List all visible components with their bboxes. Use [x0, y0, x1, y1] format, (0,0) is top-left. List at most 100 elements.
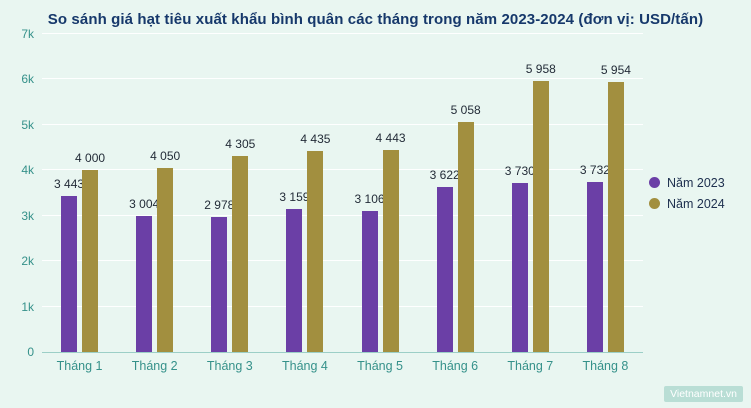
x-axis-label: Tháng 7 [507, 359, 554, 373]
gridline [42, 169, 643, 171]
y-tick-label: 3k [21, 208, 34, 223]
bar-2023 [511, 182, 528, 352]
gridline [42, 305, 643, 307]
bar-group: 3 106 4 443 [343, 34, 418, 352]
bar-2023 [286, 208, 303, 352]
bar-value-label: 3 443 [54, 176, 85, 191]
bar-pair: 3 730 5 958 [505, 34, 556, 352]
bar-2023 [211, 216, 228, 352]
plot-area: 3 443 4 000 3 004 4 050 2 978 4 305 3 159 4 435… [42, 33, 643, 353]
bar-column: 4 000 [75, 34, 105, 352]
y-tick-label: 7k [21, 27, 34, 41]
bar-value-label: 3 732 [579, 163, 610, 178]
bar-column: 3 730 [505, 34, 535, 352]
bar-column: 4 305 [225, 34, 255, 352]
chart-area: 0 1k 2k 3k 4k 5k 6k 7k 3 443 4 000 3 004 4 050 2 97… [0, 27, 751, 379]
bar-2023 [586, 182, 603, 352]
bar-column: 3 443 [54, 34, 84, 352]
bar-column: 5 058 [451, 34, 481, 352]
chart-title: So sánh giá hạt tiêu xuất khẩu bình quân… [47, 11, 704, 28]
x-axis-label: Tháng 8 [582, 359, 629, 373]
y-tick-label: 1k [21, 299, 34, 314]
x-axis-label: Tháng 3 [206, 359, 253, 373]
bar-value-label: 2 978 [204, 197, 235, 212]
legend-item-2023: Năm 2023 [649, 176, 751, 190]
bar-value-label: 4 435 [300, 131, 331, 146]
legend-label-2023: Năm 2023 [667, 175, 725, 190]
bar-value-label: 3 159 [279, 189, 310, 204]
legend-label-2024: Năm 2024 [667, 196, 725, 211]
y-tick-label: 2k [21, 254, 34, 269]
x-axis-label: Tháng 2 [131, 359, 178, 373]
x-axis: Tháng 1 Tháng 2 Tháng 3 Tháng 4 Tháng 5 Tháng… [42, 353, 643, 379]
bar-2024 [607, 81, 624, 352]
bar-column: 3 159 [279, 34, 309, 352]
bar-pair: 3 004 4 050 [129, 34, 180, 352]
bar-group: 3 159 4 435 [267, 34, 342, 352]
bar-column: 3 106 [355, 34, 385, 352]
bar-value-label: 5 958 [525, 62, 556, 77]
x-axis-label: Tháng 6 [432, 359, 479, 373]
bar-column: 3 004 [129, 34, 159, 352]
bar-pair: 3 732 5 954 [580, 34, 631, 352]
bar-column: 2 978 [204, 34, 234, 352]
bar-pair: 2 978 4 305 [204, 34, 255, 352]
bar-value-label: 4 050 [150, 149, 181, 164]
bar-value-label: 3 106 [354, 191, 385, 206]
x-axis-label: Tháng 4 [282, 359, 328, 373]
gridline [42, 123, 643, 125]
bar-value-label: 3 730 [504, 163, 535, 178]
bar-column: 4 443 [376, 34, 406, 352]
y-tick-label: 0 [27, 345, 34, 359]
y-tick-label: 6k [21, 72, 34, 87]
bar-2023 [436, 187, 453, 352]
bar-2024 [157, 168, 174, 352]
y-tick-label: 5k [21, 117, 34, 132]
gridline [42, 78, 643, 80]
bar-column: 3 732 [580, 34, 610, 352]
legend-item-2024: Năm 2024 [649, 197, 751, 211]
watermark: Vietnamnet.vn [664, 386, 743, 402]
bar-column: 5 958 [526, 34, 556, 352]
gridline [42, 33, 643, 34]
bar-column: 3 622 [430, 34, 460, 352]
gridline [42, 214, 643, 216]
bar-group: 3 732 5 954 [568, 34, 643, 352]
bar-value-label: 4 443 [375, 131, 406, 146]
bar-value-label: 5 058 [450, 103, 481, 118]
bar-pair: 3 106 4 443 [355, 34, 406, 352]
y-tick-label: 4k [21, 163, 34, 178]
x-axis-label: Tháng 1 [56, 359, 103, 373]
bar-pair: 3 622 5 058 [430, 34, 481, 352]
bar-value-label: 4 305 [225, 137, 256, 152]
bar-column: 4 435 [300, 34, 330, 352]
plot-wrap: 3 443 4 000 3 004 4 050 2 978 4 305 3 159 4 435… [42, 33, 643, 379]
bar-group: 3 622 5 058 [418, 34, 493, 352]
bar-column: 5 954 [601, 34, 631, 352]
bar-group: 2 978 4 305 [192, 34, 267, 352]
bar-pair: 3 159 4 435 [279, 34, 330, 352]
bar-group: 3 443 4 000 [42, 34, 117, 352]
bar-2023 [361, 210, 378, 352]
bar-group: 3 004 4 050 [117, 34, 192, 352]
legend-dot-2023 [649, 177, 660, 188]
legend-dot-2024 [649, 198, 660, 209]
gridline [42, 260, 643, 262]
bar-2024 [82, 170, 99, 352]
bar-2024 [307, 150, 324, 352]
bar-value-label: 3 004 [129, 196, 160, 211]
bar-group: 3 730 5 958 [493, 34, 568, 352]
bar-2023 [61, 195, 78, 352]
bar-2024 [232, 156, 249, 352]
bar-value-label: 5 954 [600, 62, 631, 77]
legend: Năm 2023 Năm 2024 [643, 34, 751, 352]
bar-value-label: 4 000 [75, 151, 106, 166]
bar-2024 [382, 150, 399, 352]
bar-2024 [532, 81, 549, 352]
bar-value-label: 3 622 [429, 168, 460, 183]
x-axis-label: Tháng 5 [357, 359, 403, 373]
y-axis: 0 1k 2k 3k 4k 5k 6k 7k [8, 27, 42, 359]
bar-2024 [457, 122, 474, 352]
bar-2023 [136, 215, 153, 352]
